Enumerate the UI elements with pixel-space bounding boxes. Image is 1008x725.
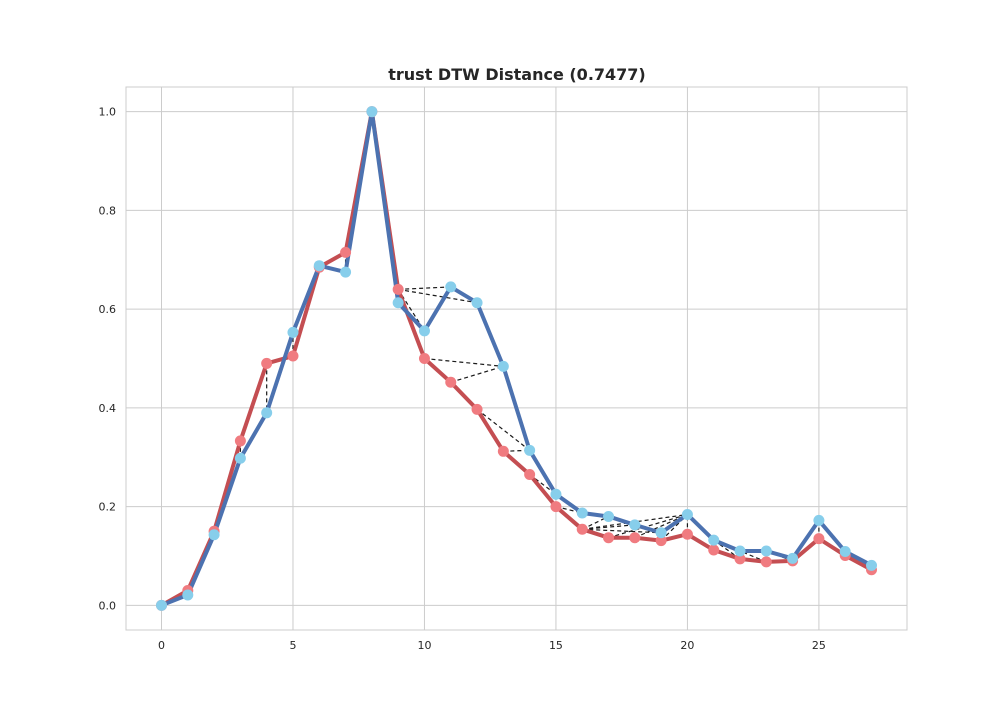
series-1-point — [471, 297, 483, 309]
chart-title: trust DTW Distance (0.7477) — [388, 65, 645, 84]
series-0-point — [392, 283, 404, 295]
series-0-point — [497, 445, 509, 457]
alignment-line — [582, 513, 688, 530]
series-1-line — [159, 109, 874, 608]
series-1-point — [576, 507, 588, 519]
series-1-point — [787, 552, 799, 564]
series-0-point — [603, 532, 615, 544]
series-0-point — [287, 350, 299, 362]
series-0-point — [418, 353, 430, 364]
series-0-point — [708, 544, 720, 556]
series-1-point — [445, 281, 457, 293]
series-0-point — [234, 435, 246, 447]
y-tick-label: 1.0 — [99, 106, 117, 119]
y-tick-label: 0.4 — [99, 402, 117, 415]
series-0-point — [340, 246, 352, 258]
series-1-point — [760, 545, 772, 557]
y-tick-label: 0.0 — [99, 599, 117, 612]
series-1-point — [813, 514, 825, 526]
plot-frame — [125, 86, 908, 631]
alignment-line — [713, 539, 741, 560]
series-1-point — [734, 545, 746, 557]
alignment-line — [398, 286, 451, 290]
series-0-point — [655, 535, 667, 547]
series-1-point — [418, 325, 430, 337]
series-markers — [156, 106, 877, 611]
series-0-point — [813, 533, 825, 545]
series-1-point — [392, 297, 404, 309]
series-1-point — [655, 527, 667, 539]
x-tick-label: 10 — [417, 639, 431, 652]
series-0-line — [159, 109, 874, 608]
series-1-point — [866, 559, 877, 571]
series-0-point — [524, 469, 536, 481]
series-1-point — [340, 266, 352, 278]
alignment-line — [424, 357, 504, 367]
series-0-point — [760, 556, 772, 568]
alignment-line — [450, 365, 504, 383]
series-0-point — [734, 553, 746, 565]
series-1-point — [234, 452, 246, 464]
alignment-line — [634, 513, 688, 539]
series-1-point — [629, 519, 641, 531]
series-1-point — [550, 488, 562, 500]
series-1-point — [261, 407, 273, 419]
series-0-point — [576, 523, 588, 535]
series-1-point — [182, 589, 194, 601]
x-tick-label: 0 — [158, 639, 165, 652]
x-tick-label: 15 — [549, 639, 563, 652]
plot-area — [126, 87, 907, 630]
y-tick-label: 0.6 — [99, 303, 117, 316]
series-1-point — [839, 546, 851, 558]
x-tick-label: 5 — [289, 639, 296, 652]
series-0-point — [261, 357, 273, 369]
series-1-point — [497, 360, 509, 372]
y-tick-label: 0.8 — [99, 204, 117, 217]
series-0-point — [629, 532, 641, 544]
series-lines — [159, 109, 874, 608]
series-0-point — [445, 376, 457, 388]
x-tick-label: 25 — [812, 639, 826, 652]
alignment-line — [398, 288, 478, 304]
y-tick-label: 0.2 — [99, 501, 117, 514]
alignment-line — [529, 474, 557, 495]
series-1-point — [208, 529, 220, 541]
series-0-point — [550, 501, 562, 513]
series-1-point — [287, 326, 299, 338]
x-tick-label: 20 — [680, 639, 694, 652]
series-1-point — [603, 510, 615, 522]
tick-labels: 0 5 10 15 20 25 0.0 0.2 0.4 0.6 0.8 1.0 — [99, 106, 826, 652]
series-1-point — [366, 106, 378, 118]
series-0-point — [681, 528, 693, 540]
series-1-point — [708, 534, 720, 546]
series-1-point — [681, 508, 693, 520]
series-0-point — [471, 403, 483, 415]
series-1-point — [524, 444, 536, 456]
series-1-point — [156, 599, 167, 611]
series-1-point — [313, 260, 325, 272]
